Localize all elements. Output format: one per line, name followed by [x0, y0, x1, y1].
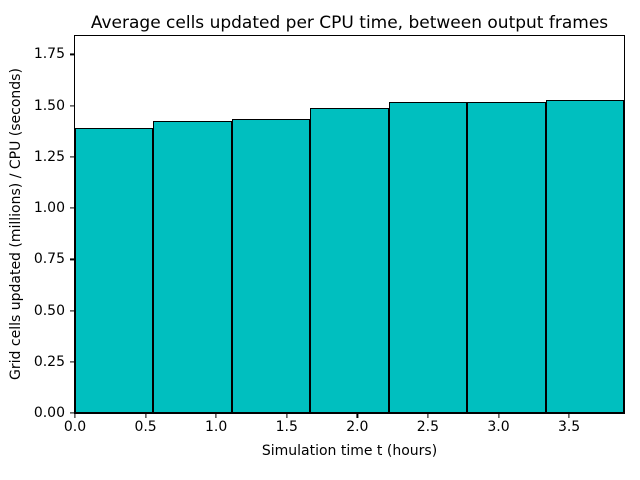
histogram-bar — [388, 101, 468, 413]
histogram-bar — [153, 121, 232, 413]
x-tick-label: 0.5 — [134, 419, 157, 435]
x-tick-label: 1.5 — [275, 419, 298, 435]
y-tick-mark — [70, 258, 74, 260]
x-tick-mark — [286, 414, 288, 418]
y-tick-mark — [70, 412, 74, 414]
y-tick-label: 0.25 — [33, 353, 65, 370]
histogram-bar — [545, 99, 624, 413]
histogram-bar — [75, 128, 154, 413]
y-tick-mark — [70, 309, 74, 312]
y-tick-label: 0.00 — [33, 405, 65, 421]
x-tick-mark — [144, 414, 147, 418]
y-tick-label: 1.75 — [33, 46, 65, 63]
histogram-bar — [310, 107, 389, 413]
x-tick-mark — [74, 414, 76, 418]
x-tick-label: 3.5 — [557, 419, 581, 435]
x-tick-mark — [356, 414, 358, 418]
x-tick-mark — [215, 414, 217, 418]
y-axis-label: Grid cells updated (millions) / CPU (sec… — [8, 68, 24, 380]
y-tick-mark — [70, 105, 74, 107]
y-tick-label: 1.25 — [33, 148, 65, 165]
y-tick-mark — [70, 207, 74, 209]
y-tick-label: 1.00 — [33, 200, 65, 217]
x-tick-mark — [497, 414, 500, 418]
x-axis-label: Simulation time t (hours) — [261, 443, 438, 459]
y-tick-mark — [70, 53, 74, 56]
plot-area: 0.00 0.25 0.50 0.75 1.00 1.25 1.50 1.75 0.0 0.5 1.… — [34, 35, 625, 435]
y-tick-label: 0.75 — [33, 251, 65, 268]
x-tick-label: 3.0 — [487, 419, 510, 435]
y-tick-mark — [70, 156, 74, 158]
y-tick-label: 1.50 — [33, 97, 65, 114]
x-tick-mark — [568, 414, 570, 418]
y-tick-label: 0.50 — [33, 302, 65, 319]
x-tick-label: 1.0 — [205, 419, 228, 435]
chart-title: Average cells updated per CPU time, betw… — [90, 13, 609, 33]
x-tick-label: 0.0 — [63, 419, 87, 435]
histogram-bar — [467, 101, 546, 413]
x-tick-label: 2.0 — [346, 419, 369, 435]
x-tick-mark — [427, 414, 429, 418]
y-tick-mark — [70, 361, 74, 363]
x-tick-label: 2.5 — [416, 419, 440, 435]
histogram-bar — [231, 118, 311, 413]
